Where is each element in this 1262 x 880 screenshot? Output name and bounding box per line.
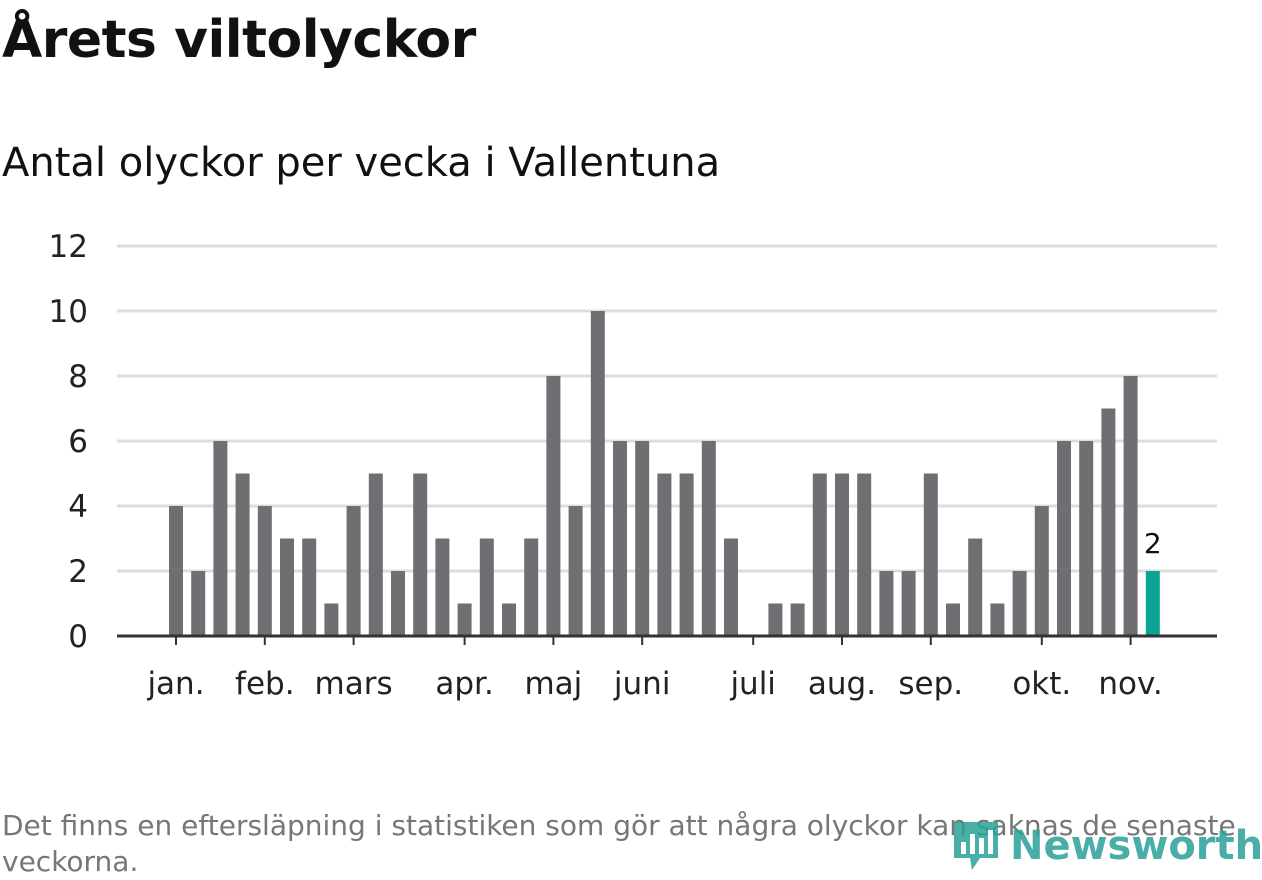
bar [457, 603, 472, 636]
newsworthy-logo-icon [954, 822, 998, 870]
bar [635, 441, 650, 636]
bar [657, 473, 672, 636]
bar [768, 603, 783, 636]
bar [280, 538, 294, 636]
bar [1034, 506, 1049, 636]
x-tick-label: mars [315, 666, 393, 702]
bars [169, 311, 1160, 636]
bar [968, 538, 983, 636]
y-tick-label: 12 [49, 229, 88, 265]
bar [257, 506, 272, 636]
y-tick-label: 8 [68, 359, 88, 395]
bar [613, 441, 627, 636]
bar [701, 441, 716, 636]
x-axis [117, 634, 1217, 645]
x-tick-label: nov. [1098, 666, 1162, 702]
bar [346, 506, 361, 636]
bar [524, 538, 539, 636]
x-tick-label: juni [613, 666, 671, 702]
bar [568, 506, 583, 636]
bar [1079, 441, 1094, 636]
y-tick-label: 4 [68, 489, 88, 525]
x-tick-label: okt. [1012, 666, 1071, 702]
bar [479, 538, 494, 636]
bar [923, 473, 938, 636]
bar [1123, 376, 1138, 636]
bar [235, 473, 250, 636]
x-tick-label: sep. [898, 666, 963, 702]
y-tick-label: 2 [68, 554, 88, 590]
bar [368, 473, 383, 636]
bar [857, 473, 872, 636]
bar [169, 506, 183, 636]
data-label: 2 [1144, 527, 1162, 560]
bar [879, 571, 894, 636]
bar [191, 571, 206, 636]
bar [546, 376, 561, 636]
bar [724, 538, 738, 636]
bar [1145, 571, 1160, 636]
x-tick-label: juli [729, 666, 776, 702]
bar [435, 538, 450, 636]
bar [901, 571, 916, 636]
bar [1057, 441, 1071, 636]
chart-title: Årets viltolyckor [2, 10, 476, 70]
bar [812, 473, 827, 636]
newsworthy-logo-text: Newsworthy [1010, 823, 1262, 869]
bar [324, 603, 339, 636]
bar [590, 311, 605, 636]
x-tick-label: apr. [435, 666, 493, 702]
y-tick-label: 10 [49, 294, 88, 330]
bar [790, 603, 805, 636]
bar [1101, 408, 1116, 636]
bar [679, 473, 694, 636]
footnote: Det finns en eftersläpning i statistiken… [2, 809, 1236, 878]
x-tick-label: aug. [808, 666, 876, 702]
newsworthy-logo[interactable]: Newsworthy [950, 816, 1262, 876]
bar [1012, 571, 1027, 636]
bar [946, 603, 960, 636]
bar [391, 571, 405, 636]
x-tick-label: jan. [146, 666, 204, 702]
y-tick-label: 6 [68, 424, 88, 460]
labels: 0 2 4 6 8 10 12 jan. feb. mars apr. maj juni juli aug.… [49, 229, 1163, 702]
chart-subtitle: Antal olyckor per vecka i Vallentuna [2, 140, 721, 186]
bar [413, 473, 428, 636]
bar [835, 473, 849, 636]
bar [302, 538, 317, 636]
bar [502, 603, 516, 636]
bar [213, 441, 228, 636]
bar [990, 603, 1005, 636]
x-tick-label: maj [524, 666, 582, 702]
x-tick-label: feb. [235, 666, 295, 702]
y-tick-label: 0 [68, 619, 88, 655]
